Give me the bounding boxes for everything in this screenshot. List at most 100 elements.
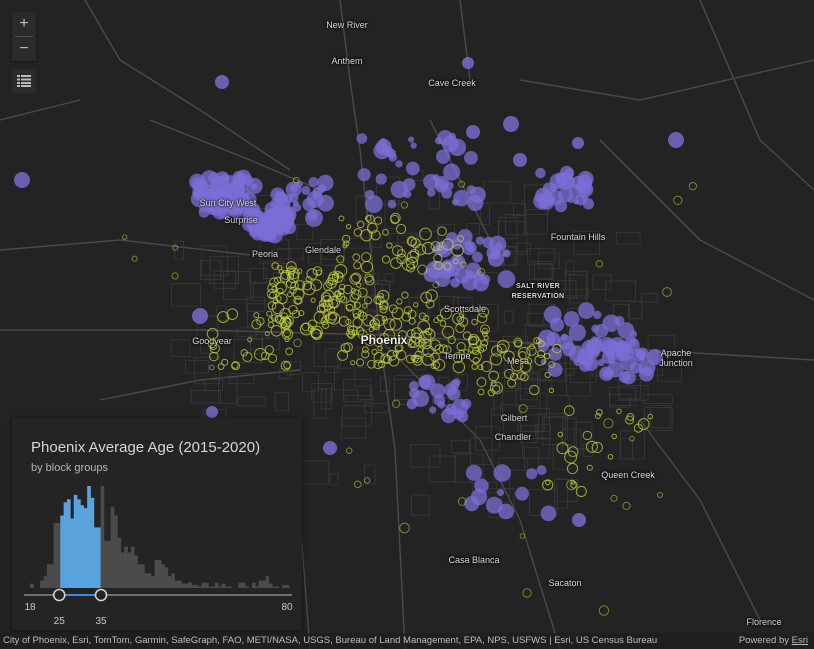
esri-link[interactable]: Esri — [791, 635, 808, 646]
older-age-symbol — [207, 172, 220, 185]
older-age-symbol — [405, 161, 420, 176]
older-age-symbol — [472, 251, 483, 263]
block-group-outline — [215, 305, 227, 321]
younger-age-symbol — [340, 296, 348, 304]
histogram-panel: Phoenix Average Age (2015-2020) by block… — [12, 418, 302, 630]
block-group-outline — [313, 388, 327, 419]
histogram-bar — [211, 586, 216, 588]
younger-age-symbol — [356, 358, 365, 367]
younger-age-symbol — [276, 287, 284, 295]
histogram-bar — [255, 586, 260, 588]
younger-age-symbol — [350, 360, 356, 366]
younger-age-symbol — [456, 342, 466, 352]
block-group-outline — [554, 478, 569, 509]
road — [149, 119, 321, 191]
younger-age-symbol — [582, 430, 593, 441]
histogram-bar — [265, 576, 270, 588]
zoom-out-button[interactable]: − — [19, 40, 29, 57]
older-age-symbol — [429, 406, 437, 414]
older-age-symbol — [464, 150, 478, 165]
older-age-symbol — [543, 305, 562, 324]
older-age-symbol — [502, 249, 511, 258]
older-age-symbol — [577, 170, 594, 187]
older-age-symbol — [577, 302, 595, 319]
younger-age-symbol — [363, 477, 371, 484]
younger-age-symbol — [548, 387, 555, 394]
younger-age-symbol — [274, 315, 282, 323]
block-group-outline — [605, 280, 636, 302]
younger-age-symbol — [217, 310, 230, 323]
histogram-bar — [70, 518, 75, 588]
older-age-symbol — [457, 229, 473, 245]
powered-by: Powered by Esri — [739, 633, 808, 649]
place-label-cave-creek: Cave Creek — [428, 78, 476, 88]
older-age-symbol — [408, 380, 419, 391]
younger-age-symbol — [293, 295, 303, 305]
younger-age-symbol — [336, 294, 342, 300]
younger-age-symbol — [267, 321, 275, 329]
block-group-outline — [609, 393, 631, 408]
older-age-symbol — [572, 513, 586, 527]
slider-handle-high[interactable] — [94, 588, 108, 602]
block-group-outline — [201, 245, 228, 276]
younger-age-symbol — [269, 277, 279, 287]
block-group-outline — [583, 443, 594, 457]
zoom-in-button[interactable]: + — [19, 15, 29, 32]
younger-age-symbol — [349, 293, 360, 303]
place-label-sun-city-west: Sun City West — [199, 198, 257, 208]
histogram-bar — [238, 582, 243, 588]
younger-age-symbol — [460, 261, 467, 268]
older-age-symbol — [246, 177, 263, 195]
younger-age-symbol — [388, 304, 398, 314]
younger-age-symbol — [437, 245, 443, 251]
younger-age-symbol — [320, 317, 329, 326]
younger-age-symbol — [285, 278, 296, 289]
legend-button[interactable] — [12, 69, 36, 93]
place-label-phoenix: Phoenix — [360, 333, 408, 347]
older-age-symbol — [468, 246, 475, 253]
younger-age-symbol — [217, 363, 225, 371]
slider-handle-low[interactable] — [52, 588, 66, 602]
place-label-new-river: New River — [326, 20, 368, 30]
younger-age-symbol — [529, 384, 540, 396]
younger-age-symbol — [320, 295, 333, 308]
younger-age-symbol — [544, 371, 551, 379]
histogram-bar — [252, 582, 256, 588]
older-age-symbol — [585, 341, 601, 357]
histogram-bar — [141, 564, 145, 588]
younger-age-symbol — [563, 405, 575, 416]
younger-age-symbol — [271, 301, 285, 315]
histogram-bar — [93, 527, 98, 588]
younger-age-symbol — [325, 277, 337, 289]
block-group-outline — [619, 438, 633, 460]
older-age-symbol — [555, 172, 567, 184]
younger-age-symbol — [368, 336, 374, 342]
younger-age-symbol — [338, 315, 350, 327]
block-group-outline — [428, 455, 456, 483]
older-age-symbol — [423, 173, 439, 190]
label-line: RESERVATION — [511, 293, 565, 300]
younger-age-symbol — [467, 335, 478, 346]
block-group-outline — [451, 439, 470, 454]
block-group-outline — [475, 426, 500, 452]
younger-age-symbol — [131, 255, 138, 262]
histogram-bar — [282, 585, 286, 588]
older-age-symbol — [323, 441, 337, 455]
younger-age-symbol — [438, 344, 448, 354]
older-age-symbol — [475, 236, 485, 245]
younger-age-symbol — [487, 389, 495, 397]
younger-age-symbol — [537, 349, 546, 359]
younger-age-symbol — [442, 345, 452, 355]
block-group-outline — [388, 233, 418, 244]
older-age-symbol — [443, 383, 457, 397]
younger-age-symbol — [625, 415, 634, 425]
younger-age-symbol — [122, 234, 128, 240]
older-age-symbol — [395, 160, 403, 168]
younger-age-symbol — [434, 261, 443, 270]
younger-age-symbol — [396, 223, 407, 235]
older-age-symbol — [204, 201, 214, 211]
older-age-symbol — [581, 194, 589, 202]
block-group-outline — [615, 232, 641, 245]
block-group-outline — [469, 437, 493, 466]
younger-age-symbol — [520, 372, 529, 382]
